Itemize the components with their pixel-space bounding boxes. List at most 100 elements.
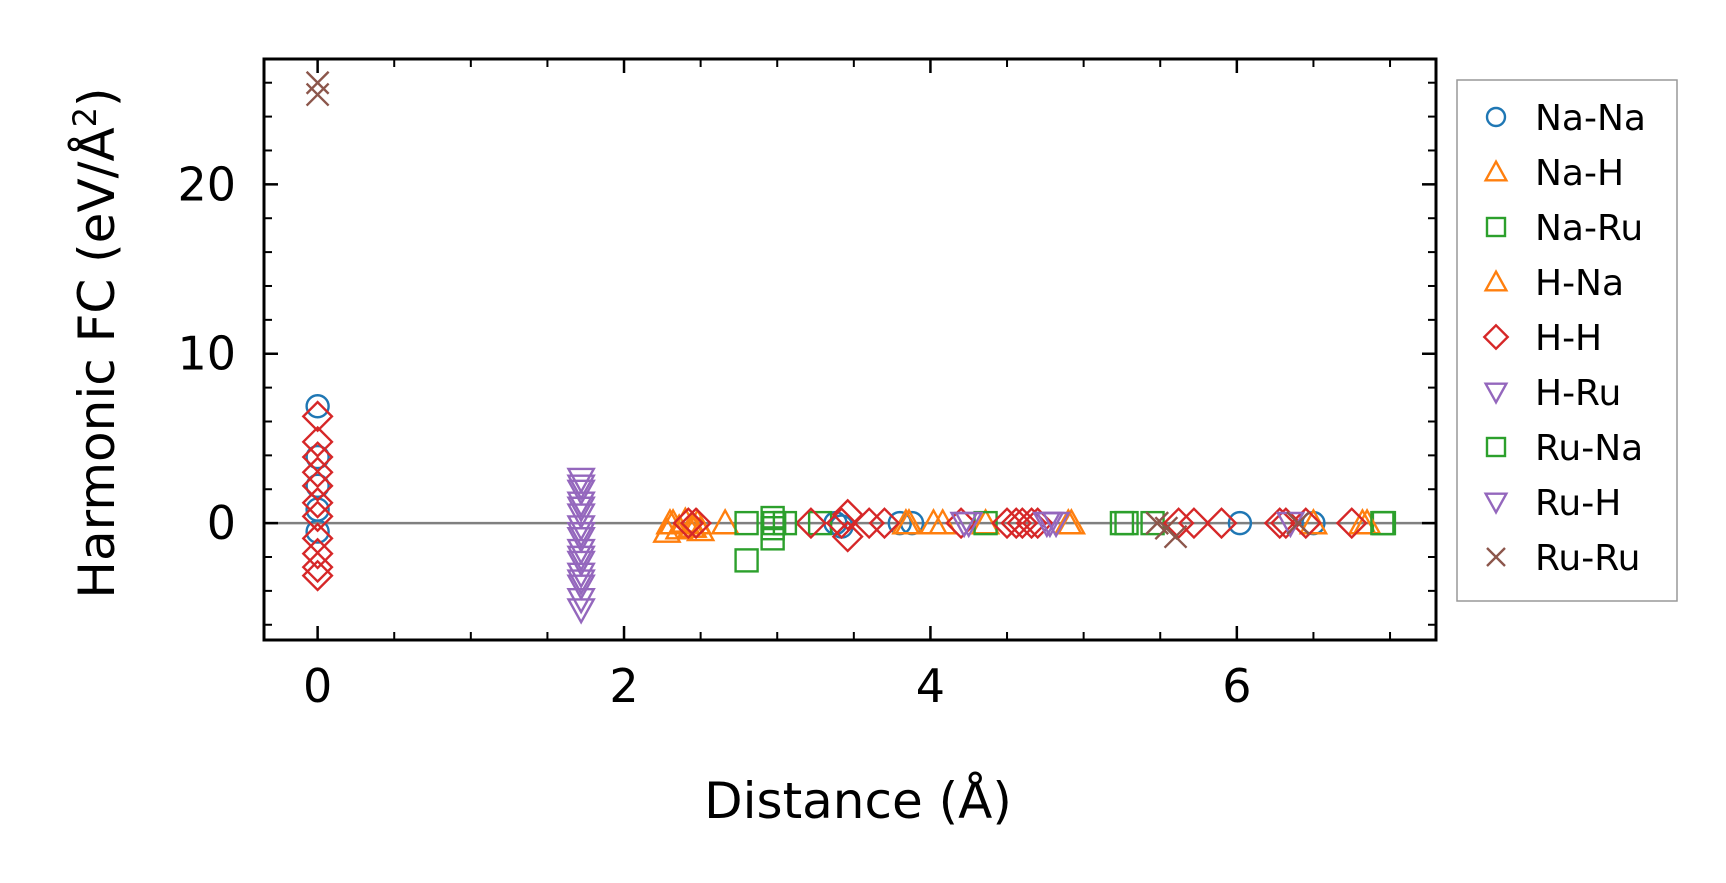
point-h-h bbox=[301, 500, 334, 533]
y-tick-label: 0 bbox=[207, 496, 236, 550]
legend-label-ru-h: Ru-H bbox=[1535, 483, 1621, 524]
series-h-ru bbox=[566, 467, 1071, 625]
point-ru-na bbox=[772, 510, 798, 536]
point-ru-ru bbox=[1163, 524, 1188, 549]
series-ru-na bbox=[761, 510, 1395, 536]
y-axis-label: Harmonic FC (eV/Å2) bbox=[66, 87, 126, 598]
legend-marker-ru-ru-stroke-b bbox=[1486, 547, 1506, 567]
point-ru-ru bbox=[305, 70, 330, 95]
tick-marks bbox=[264, 59, 1436, 640]
point-ru-na bbox=[1370, 510, 1395, 536]
legend-marker-ru-ru bbox=[1486, 547, 1506, 567]
point-h-h bbox=[868, 507, 901, 540]
point-h-h bbox=[301, 425, 334, 458]
series-h-na bbox=[655, 508, 1382, 538]
series-h-h bbox=[301, 400, 1368, 592]
legend-marker-na-h bbox=[1483, 159, 1509, 182]
point-h-ru bbox=[566, 598, 596, 625]
series-ru-ru bbox=[305, 70, 1310, 549]
point-h-h bbox=[301, 537, 334, 570]
legend-marker-ru-h bbox=[1483, 492, 1509, 515]
legend-item-na-na: Na-Na bbox=[1485, 98, 1646, 139]
legend-marker-h-ru bbox=[1483, 382, 1509, 405]
point-ru-h bbox=[566, 496, 596, 523]
point-h-na bbox=[891, 508, 921, 535]
legend-item-ru-ru: Ru-Ru bbox=[1486, 538, 1640, 579]
point-ru-ru bbox=[1286, 511, 1310, 535]
x-tick-label: 2 bbox=[609, 659, 638, 713]
point-ru-ru-stroke-b bbox=[1145, 511, 1170, 535]
point-h-h bbox=[680, 507, 713, 540]
point-h-na bbox=[1053, 508, 1084, 535]
point-h-ru bbox=[566, 574, 596, 601]
y-axis-label-main: Harmonic FC (eV/Å bbox=[68, 127, 126, 598]
legend: Na-Na Na-H Na-Ru H-Na H-H H-Ru Ru-Na Ru-H Ru-Ru bbox=[1456, 79, 1678, 602]
legend-label-na-ru: Na-Ru bbox=[1535, 208, 1643, 249]
legend-marker-ru-na bbox=[1485, 436, 1507, 458]
point-h-h bbox=[1335, 507, 1368, 540]
point-h-h bbox=[1177, 507, 1210, 540]
point-h-ru bbox=[566, 588, 596, 615]
legend-label-na-h: Na-H bbox=[1535, 153, 1624, 194]
point-h-h bbox=[794, 507, 827, 540]
point-ru-h bbox=[566, 521, 596, 549]
point-h-h bbox=[853, 507, 886, 540]
point-ru-h bbox=[566, 569, 596, 596]
point-h-h bbox=[301, 551, 334, 584]
point-h-h bbox=[301, 559, 334, 592]
point-ru-ru-stroke-b bbox=[305, 70, 330, 95]
tick-labels: 0 2 4 6 0 10 20 bbox=[177, 157, 1251, 713]
point-ru-na bbox=[1114, 510, 1139, 536]
point-h-h bbox=[1263, 507, 1296, 540]
legend-marker-na-na bbox=[1485, 106, 1507, 128]
x-axis-label: Distance (Å) bbox=[704, 772, 1012, 830]
legend-marker-h-h bbox=[1482, 323, 1510, 351]
point-na-na bbox=[1227, 510, 1253, 536]
data-marks bbox=[301, 70, 1397, 625]
y-axis-label-sup: 2 bbox=[66, 107, 104, 127]
series-ru-h bbox=[566, 474, 1306, 596]
legend-item-ru-na: Ru-Na bbox=[1485, 428, 1643, 469]
point-ru-h bbox=[1035, 511, 1065, 539]
axes bbox=[262, 57, 1438, 642]
point-h-h bbox=[945, 507, 978, 540]
y-axis-label-end: ) bbox=[68, 87, 126, 107]
point-h-h bbox=[301, 400, 334, 433]
point-na-h bbox=[685, 514, 716, 542]
y-tick-label: 10 bbox=[177, 327, 236, 381]
point-h-h bbox=[301, 486, 334, 519]
point-h-na bbox=[1352, 508, 1382, 535]
point-ru-ru bbox=[305, 82, 330, 107]
point-h-h bbox=[301, 469, 334, 502]
legend-label-na-na: Na-Na bbox=[1535, 98, 1646, 139]
point-h-h bbox=[831, 498, 864, 531]
legend-item-h-na: H-Na bbox=[1483, 263, 1624, 304]
point-h-h bbox=[1289, 507, 1322, 540]
x-tick-label: 6 bbox=[1222, 659, 1251, 713]
legend-label-h-h: H-H bbox=[1535, 318, 1602, 359]
point-na-ru bbox=[807, 510, 833, 536]
legend-label-h-na: H-Na bbox=[1535, 263, 1624, 304]
point-ru-h bbox=[954, 511, 984, 539]
point-h-h bbox=[991, 507, 1024, 540]
point-h-h bbox=[1162, 507, 1195, 540]
point-h-h bbox=[672, 507, 705, 540]
plot-frame bbox=[262, 57, 1438, 642]
point-na-na bbox=[305, 394, 330, 419]
point-ru-h bbox=[566, 474, 596, 501]
point-na-na bbox=[305, 519, 330, 544]
legend-item-na-ru: Na-Ru bbox=[1485, 208, 1643, 249]
point-na-na bbox=[305, 473, 330, 499]
point-h-h bbox=[825, 507, 858, 540]
point-ru-ru-stroke-b bbox=[1163, 524, 1188, 549]
legend-item-na-h: Na-H bbox=[1483, 153, 1624, 194]
point-na-ru bbox=[760, 526, 785, 551]
point-na-ru bbox=[734, 548, 759, 573]
point-ru-h bbox=[566, 545, 596, 573]
point-na-h bbox=[710, 508, 740, 535]
legend-label-ru-ru: Ru-Ru bbox=[1535, 538, 1640, 579]
point-ru-ru-stroke-b bbox=[305, 82, 330, 107]
legend-item-h-ru: H-Ru bbox=[1483, 373, 1621, 414]
legend-marker-h-na bbox=[1483, 269, 1509, 292]
point-na-h bbox=[918, 508, 949, 535]
